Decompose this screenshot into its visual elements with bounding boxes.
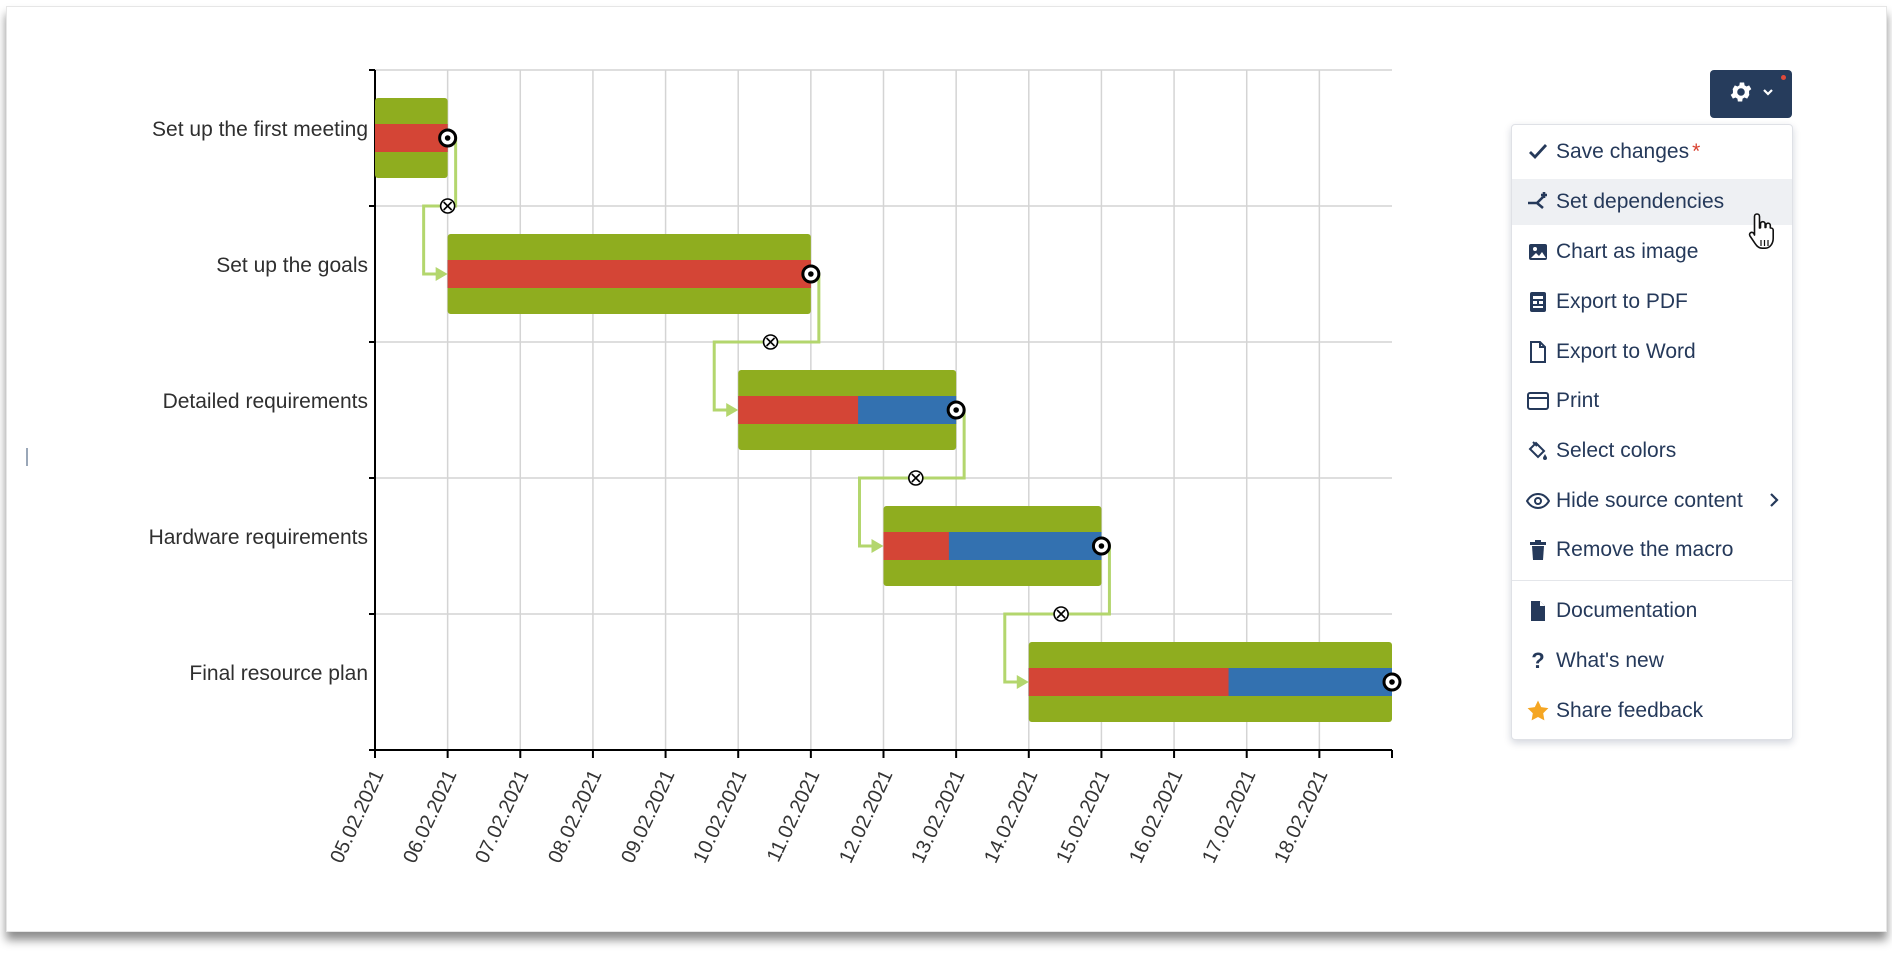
menu-divider: [1512, 580, 1792, 581]
menu-item-select-colors[interactable]: Select colors: [1512, 428, 1792, 474]
menu-item-export-pdf[interactable]: Export to PDF: [1512, 279, 1792, 325]
menu-item-label: Chart as image: [1556, 240, 1699, 263]
required-mark: *: [1692, 140, 1701, 163]
settings-menu-button[interactable]: [1710, 70, 1792, 118]
menu-item-remove-macro[interactable]: Remove the macro: [1512, 527, 1792, 573]
remove-dependency-icon-cross: [911, 473, 921, 483]
menu-item-label: Documentation: [1556, 599, 1698, 622]
print-icon: [1526, 389, 1550, 413]
menu-item-label: Export to Word: [1556, 340, 1696, 363]
remove-dependency-icon-cross: [1056, 609, 1066, 619]
unsaved-indicator: [1781, 75, 1786, 80]
dependency-arrow: [726, 403, 739, 417]
settings-dropdown-menu: Save changes * Set dependencies Chart as…: [1511, 124, 1793, 740]
dependency-arrow: [1016, 675, 1029, 689]
menu-item-label: Remove the macro: [1556, 538, 1734, 561]
menu-item-hide-source-content[interactable]: Hide source content: [1512, 478, 1792, 524]
menu-item-label: Export to PDF: [1556, 290, 1688, 313]
milestone-marker-dot: [953, 407, 959, 413]
dependency-arrow: [435, 267, 448, 281]
star-icon: [1526, 699, 1550, 723]
task-labels: Set up the first meeting Set up the goal…: [68, 0, 368, 780]
document-icon: [1526, 599, 1550, 623]
task-bar-progress: [883, 532, 949, 560]
task-label: Detailed requirements: [162, 390, 368, 413]
eye-icon: [1526, 489, 1550, 513]
dependency-arrow: [871, 539, 884, 553]
pdf-icon: [1526, 290, 1550, 314]
task-bar-progress: [1028, 668, 1229, 696]
remove-dependency-icon-cross: [443, 201, 453, 211]
dependencies-icon: [1526, 190, 1550, 214]
milestone-marker-dot: [444, 135, 451, 141]
menu-item-documentation[interactable]: Documentation: [1512, 588, 1792, 634]
task-label: Set up the first meeting: [152, 118, 368, 141]
menu-item-label: Select colors: [1556, 439, 1677, 462]
milestone-marker-dot: [1389, 679, 1395, 685]
menu-item-label: Save changes: [1556, 140, 1690, 163]
hand-cursor-icon: [1748, 212, 1778, 259]
task-bar-progress: [738, 396, 859, 424]
remove-dependency-icon-cross: [765, 337, 776, 347]
menu-item-chart-as-image[interactable]: Chart as image: [1512, 229, 1792, 275]
menu-item-share-feedback[interactable]: Share feedback: [1512, 688, 1792, 734]
milestone-marker-dot: [808, 271, 814, 277]
menu-item-label: What's new: [1556, 649, 1664, 672]
check-icon: [1526, 140, 1550, 164]
menu-item-set-dependencies[interactable]: Set dependencies: [1512, 179, 1792, 225]
word-file-icon: [1526, 340, 1550, 364]
menu-item-label: Hide source content: [1556, 489, 1743, 512]
task-label: Hardware requirements: [148, 526, 368, 549]
gear-icon: [1728, 79, 1754, 110]
chevron-down-icon: [1762, 85, 1774, 103]
menu-item-label: Share feedback: [1556, 699, 1704, 722]
menu-item-whats-new[interactable]: ? What's new: [1512, 638, 1792, 684]
menu-item-label: Print: [1556, 389, 1600, 412]
menu-item-print[interactable]: Print: [1512, 378, 1792, 424]
question-icon: ?: [1531, 648, 1545, 673]
milestone-marker-dot: [1098, 543, 1105, 549]
text-caret: [26, 448, 28, 466]
image-icon: [1526, 240, 1550, 264]
menu-item-export-word[interactable]: Export to Word: [1512, 329, 1792, 375]
task-label: Final resource plan: [189, 662, 368, 685]
task-bar-progress: [447, 260, 811, 288]
menu-item-label: Set dependencies: [1556, 190, 1725, 213]
task-bar-progress: [375, 124, 448, 152]
menu-item-save-changes[interactable]: Save changes *: [1512, 129, 1792, 175]
chevron-right-icon: [1768, 490, 1780, 516]
paint-bucket-icon: [1526, 439, 1550, 463]
task-label: Set up the goals: [216, 254, 368, 277]
trash-icon: [1526, 538, 1550, 562]
